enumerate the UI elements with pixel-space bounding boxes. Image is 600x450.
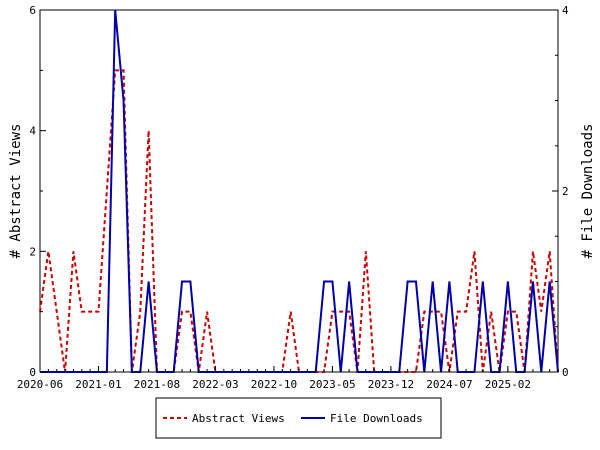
x-tick-label: 2021-08 — [134, 378, 180, 391]
legend-box — [155, 397, 442, 439]
y2-tick-label: 0 — [562, 366, 569, 379]
x-tick-label: 2022-03 — [192, 378, 238, 391]
x-tick-label: 2021-01 — [75, 378, 121, 391]
legend-label-abstract-views: Abstract Views — [192, 412, 285, 425]
legend-label-file-downloads: File Downloads — [330, 412, 423, 425]
x-tick-label: 2024-07 — [426, 378, 472, 391]
abstract-views-line — [39, 69, 559, 373]
x-tick-label: 2025-02 — [485, 378, 531, 391]
x-tick-label: 2020-06 — [17, 378, 63, 391]
y-tick-label: 4 — [29, 125, 36, 138]
y-tick-label: 0 — [29, 366, 36, 379]
x-tick-label: 2023-12 — [368, 378, 414, 391]
y-axis-right: 0 2 4 — [552, 4, 569, 379]
y2-tick-label: 2 — [562, 185, 569, 198]
y2-tick-label: 4 — [562, 4, 569, 17]
y-tick-label: 6 — [29, 4, 36, 17]
y-tick-label: 2 — [29, 245, 36, 258]
legend: Abstract Views File Downloads — [155, 397, 442, 439]
y-axis-left: 0 2 4 6 — [29, 4, 46, 379]
y-axis-title: # Abstract Views — [8, 124, 24, 259]
y2-axis-title: # File Downloads — [580, 124, 596, 259]
x-tick-label: 2022-10 — [251, 378, 297, 391]
x-axis: 2020-06 2021-01 2021-08 2022-03 2022-10 2023-… — [17, 366, 559, 391]
x-tick-label: 2023-05 — [309, 378, 355, 391]
